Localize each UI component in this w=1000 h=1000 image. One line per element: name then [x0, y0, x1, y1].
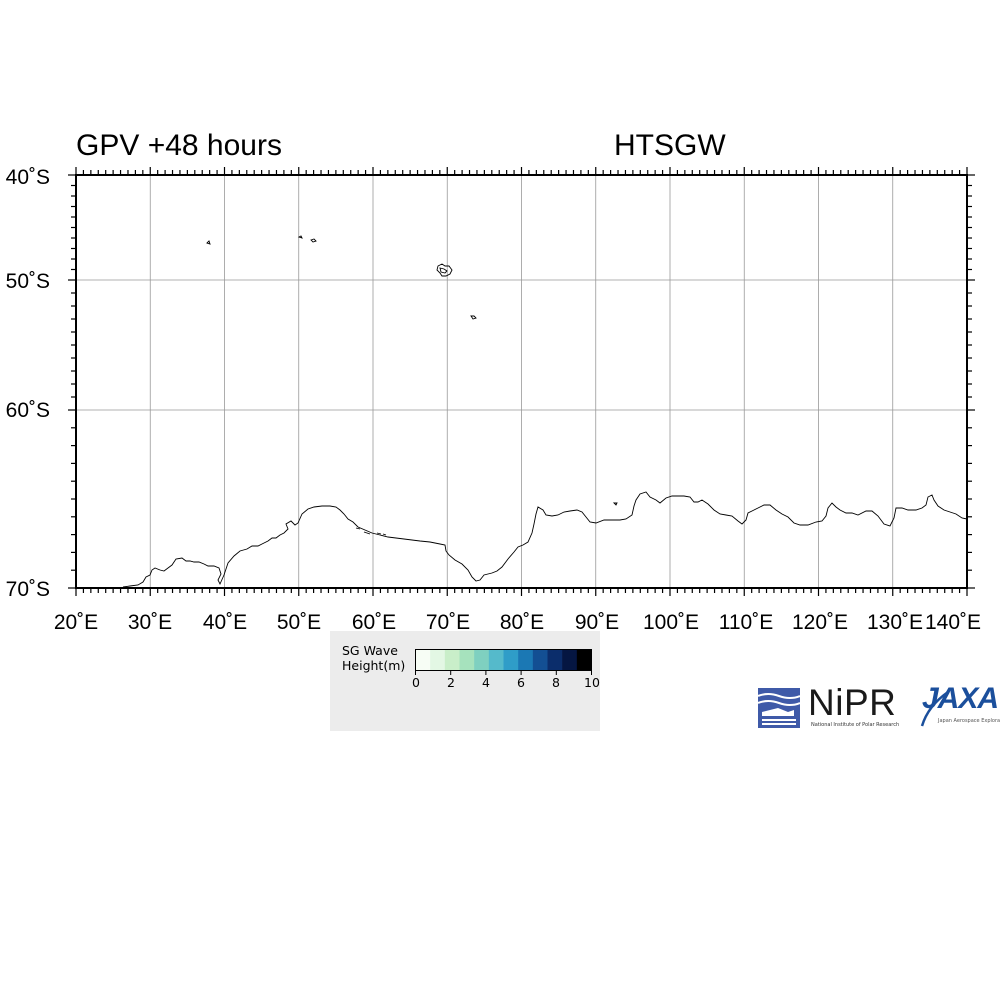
colorbar-title: SG Wave Height(m): [342, 643, 405, 673]
lat-label-60s: 60˚S: [5, 399, 50, 422]
colorbar-title-line1: SG Wave: [342, 643, 398, 658]
lon-label-120e: 120˚E: [791, 611, 849, 634]
lon-label-50e: 50˚E: [276, 611, 322, 634]
lat-label-40s: 40˚S: [5, 166, 50, 189]
lon-label-20e: 20˚E: [53, 611, 99, 634]
colorbar-swatch: [430, 649, 446, 671]
colorbar-swatch: [547, 649, 563, 671]
island-heard: [470, 315, 477, 320]
jaxa-logo-text: JAXA: [922, 682, 999, 715]
nipr-logo-subtitle: National Institute of Polar Research: [811, 722, 900, 728]
colorbar-tick-8: 8: [552, 675, 560, 690]
map-frame: [68, 167, 975, 596]
colorbar-legend: SG Wave Height(m) 0 2 4 6 8 10: [330, 631, 600, 731]
colorbar-swatch: [576, 649, 592, 671]
colorbar-swatch: [532, 649, 548, 671]
island-small-2: [297, 235, 303, 239]
jaxa-logo-swoosh: [920, 690, 949, 727]
lon-label-60e: 60˚E: [351, 611, 397, 634]
colorbar-tick-6: 6: [517, 675, 525, 690]
lon-label-30e: 30˚E: [127, 611, 173, 634]
antarctic-coastline: [122, 491, 968, 588]
lon-label-140e: 140˚E: [924, 611, 982, 634]
colorbar-tickmarks: [415, 670, 592, 675]
colorbar-swatch: [503, 649, 519, 671]
colorbar-title-line2: Height(m): [342, 658, 406, 673]
nipr-logo-text: NiPR: [808, 682, 897, 723]
lon-label-90e: 90˚E: [574, 611, 620, 634]
lon-label-110e: 110˚E: [718, 611, 774, 634]
colorbar-swatch: [474, 649, 490, 671]
colorbar-swatch: [415, 649, 431, 671]
colorbar-swatch: [518, 649, 534, 671]
colorbar-swatches: [415, 649, 592, 671]
island-small-1: [206, 240, 211, 245]
colorbar-tick-10: 10: [584, 675, 600, 690]
lat-label-70s: 70˚S: [5, 578, 50, 601]
colorbar-scale: [415, 649, 592, 675]
lon-label-80e: 80˚E: [499, 611, 545, 634]
lat-label-50s: 50˚S: [5, 270, 50, 293]
colorbar-swatch: [562, 649, 578, 671]
lon-label-100e: 100˚E: [642, 611, 700, 634]
nipr-logo-icon: [758, 688, 800, 728]
lon-label-130e: 130˚E: [866, 611, 924, 634]
forecast-time-title: GPV +48 hours: [76, 129, 282, 162]
logos: NiPR National Institute of Polar Researc…: [756, 682, 1000, 732]
colorbar-tick-2: 2: [447, 675, 455, 690]
colorbar-tick-4: 4: [482, 675, 490, 690]
island-small-3: [310, 238, 317, 243]
lon-label-70e: 70˚E: [425, 611, 471, 634]
coastline: [122, 235, 968, 588]
colorbar-swatch: [444, 649, 460, 671]
island-kerguelen: [436, 263, 453, 277]
variable-title: HTSGW: [614, 129, 726, 162]
jaxa-logo-subtitle: Japan Aerospace Exploration Agency: [938, 718, 1000, 724]
colorbar-border: [415, 649, 592, 671]
lon-label-40e: 40˚E: [202, 611, 248, 634]
island-coast-1: [355, 527, 387, 536]
colorbar-tick-0: 0: [412, 675, 420, 690]
gridlines: [76, 175, 967, 588]
island-small-4: [612, 502, 618, 506]
colorbar-swatch: [488, 649, 504, 671]
colorbar-swatch: [459, 649, 475, 671]
